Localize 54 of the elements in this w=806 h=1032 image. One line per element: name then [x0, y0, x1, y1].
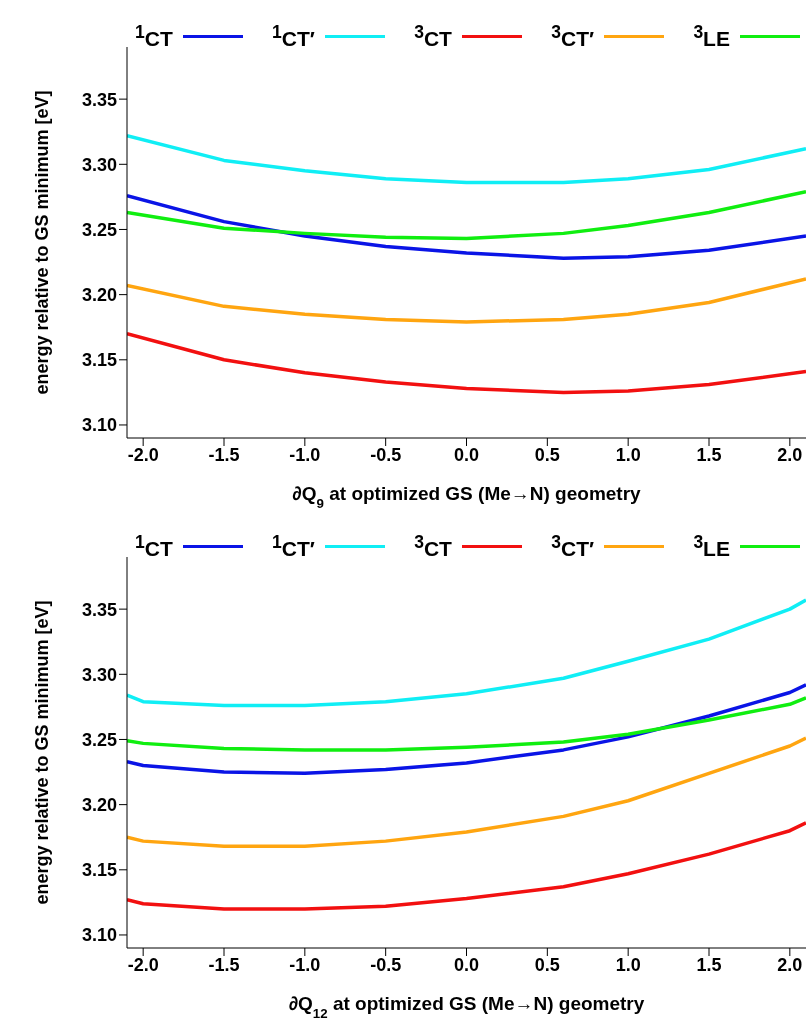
y-tick-label: 3.10: [81, 415, 117, 436]
line-series: [127, 696, 806, 752]
x-tick-label: 0.0: [453, 954, 480, 975]
legend-label: $^{3}$CT: [414, 532, 452, 561]
x-tick-label: -2.0: [127, 954, 159, 975]
line-series: [127, 193, 806, 260]
y-tick-label: 3.20: [81, 285, 117, 306]
x-tick-label: -2.0: [127, 444, 159, 465]
x-axis-title: ∂Q$_{9}$ at optimized GS (Me→N) geometry: [292, 483, 642, 511]
legend-label: $^{3}$CT′: [551, 532, 595, 561]
y-tick-label: 3.30: [81, 664, 117, 685]
line-series: [127, 189, 806, 241]
line-series: [127, 736, 806, 849]
y-tick-label: 3.25: [81, 219, 117, 240]
y-tick-label: 3.35: [81, 599, 117, 620]
line-series: [127, 598, 806, 708]
y-tick-label: 3.20: [81, 795, 117, 816]
y-tick-label: 3.30: [81, 154, 117, 175]
x-tick-label: -0.5: [370, 444, 402, 465]
line-series: [127, 331, 806, 395]
legend-label: $^{1}$CT: [135, 22, 173, 51]
y-tick-label: 3.10: [81, 925, 117, 946]
x-tick-label: -1.0: [289, 954, 321, 975]
legend-label: $^{3}$LE: [693, 532, 730, 561]
x-tick-label: -1.5: [208, 444, 240, 465]
y-tick-label: 3.25: [81, 729, 117, 750]
x-tick-label: 0.5: [534, 444, 560, 465]
y-axis-title: energy relative to GS minimum [eV]: [32, 90, 52, 395]
legend-label: $^{1}$CT: [135, 532, 173, 561]
legend-label: $^{3}$CT: [414, 22, 452, 51]
x-axis-title: ∂Q$_{12}$ at optimized GS (Me→N) geometry: [288, 993, 645, 1021]
line-series: [127, 277, 806, 324]
x-tick-label: 2.0: [777, 444, 803, 465]
line-series: [127, 821, 806, 911]
y-tick-label: 3.35: [81, 89, 117, 110]
line-series: [127, 682, 806, 776]
y-axis-title: energy relative to GS minimum [eV]: [32, 600, 52, 905]
x-tick-label: 1.0: [615, 954, 641, 975]
legend-label: $^{3}$CT′: [551, 22, 595, 51]
legend-label: $^{1}$CT′: [272, 22, 315, 51]
x-tick-label: -1.0: [289, 444, 321, 465]
x-tick-label: 2.0: [777, 954, 803, 975]
x-tick-label: 1.5: [696, 954, 722, 975]
legend-label: $^{3}$LE: [693, 22, 730, 51]
line-series: [127, 133, 806, 185]
x-tick-label: 0.0: [453, 444, 480, 465]
legend-label: $^{1}$CT′: [272, 532, 315, 561]
x-tick-label: 1.5: [696, 444, 722, 465]
x-tick-label: -0.5: [370, 954, 402, 975]
y-tick-label: 3.15: [81, 350, 117, 371]
x-tick-label: -1.5: [208, 954, 240, 975]
x-tick-label: 0.5: [534, 954, 560, 975]
y-tick-label: 3.15: [81, 860, 117, 881]
x-tick-label: 1.0: [615, 444, 641, 465]
